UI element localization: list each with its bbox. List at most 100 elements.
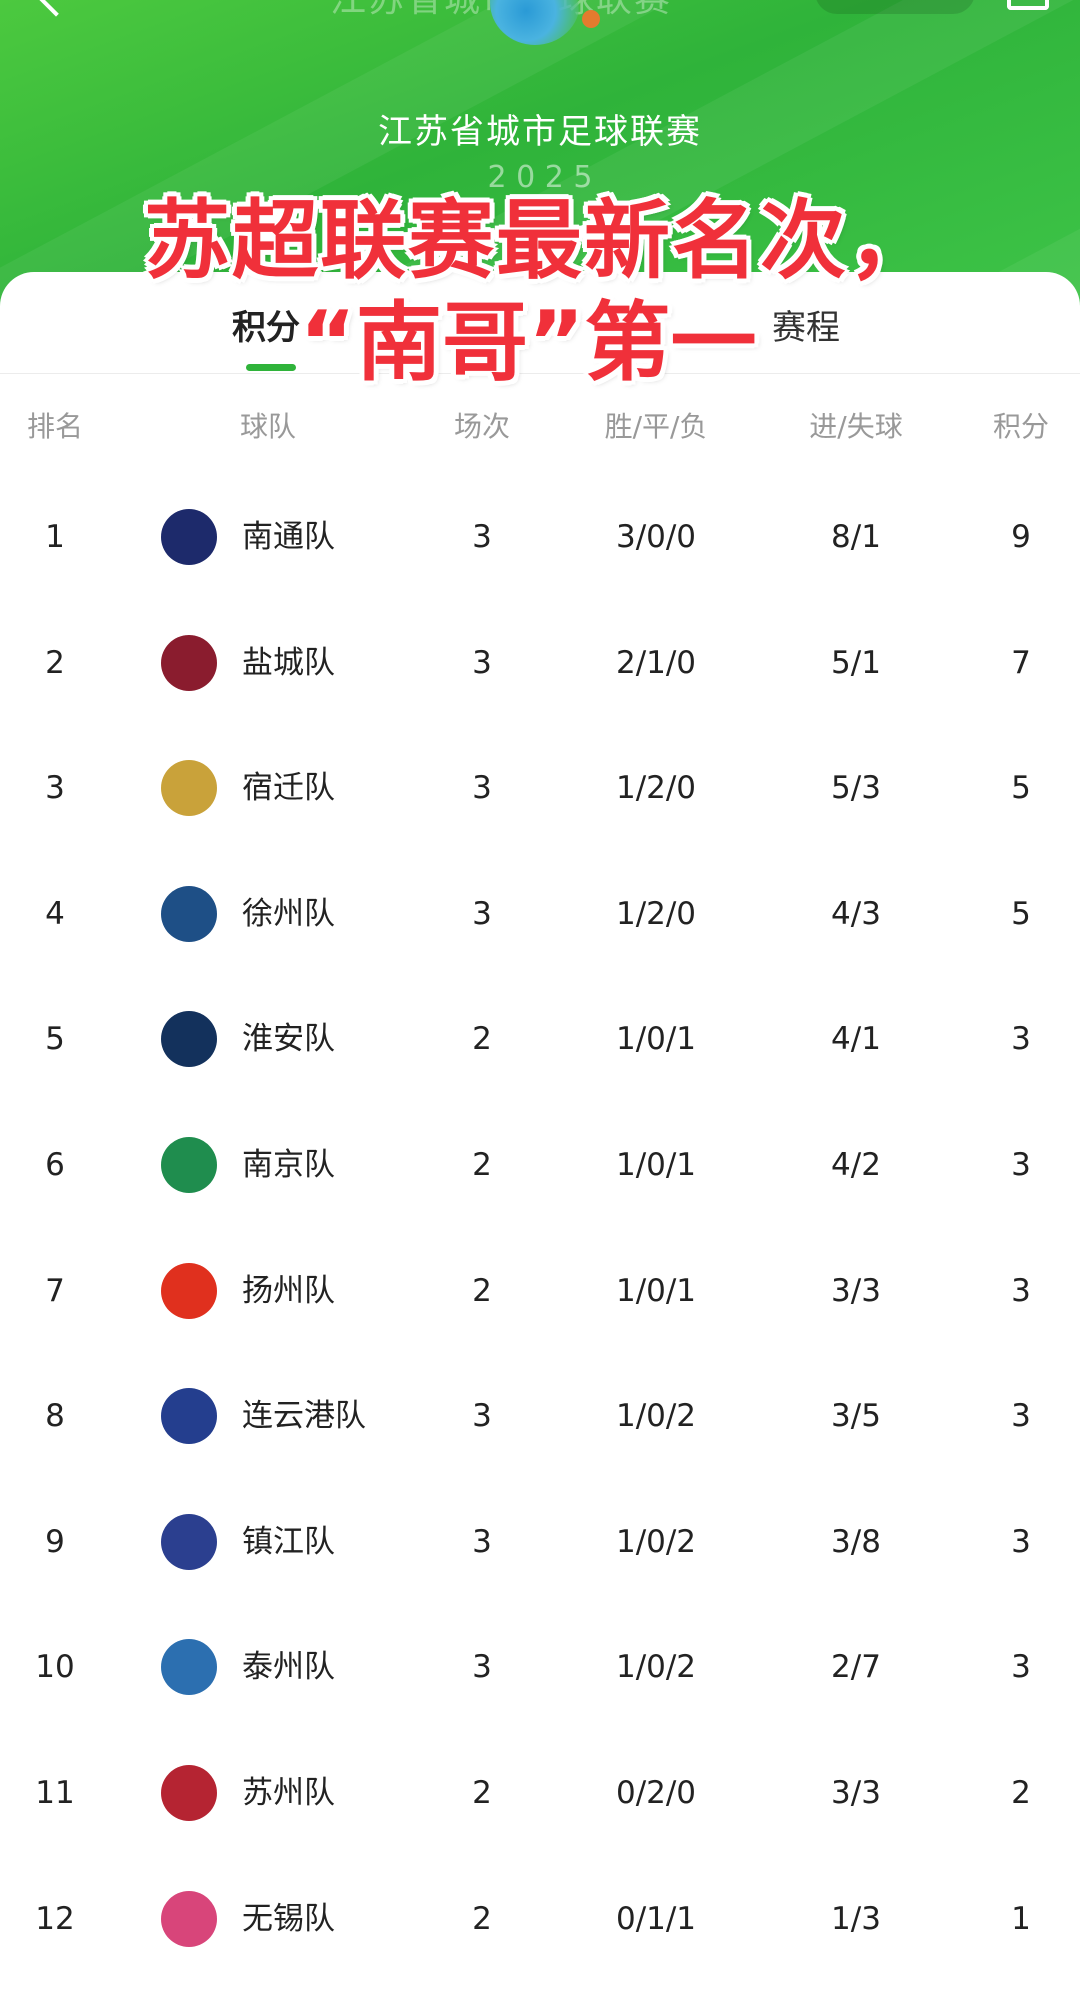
team-name[interactable]: 南通队 [242,519,335,555]
team-played: 2 [472,1147,492,1183]
column-points: 积分 [992,410,1050,443]
team-points: 9 [1011,519,1031,555]
team-name[interactable]: 苏州队 [242,1775,335,1811]
follow-button[interactable] [815,0,975,14]
team-points: 3 [1011,1021,1031,1058]
team-wdl: 1/0/2 [615,1649,697,1686]
team-rank: 3 [45,770,65,807]
column-goals: 进/失球 [809,410,903,443]
table-row[interactable]: 2 盐城队 3 2/1/0 5/1 7 [0,600,1080,726]
team-rank: 2 [45,644,65,681]
team-goals: 5/3 [831,770,881,807]
table-row[interactable]: 6 南京队 2 1/0/1 4/2 3 [0,1102,1080,1228]
column-wdl: 胜/平/负 [604,410,708,443]
taizhou-logo-icon [161,1639,217,1696]
table-row[interactable]: 12 无锡队 2 0/1/1 1/3 1 [0,1856,1080,1982]
table-row[interactable]: 4 徐州队 3 1/2/0 4/3 5 [0,851,1080,977]
table-row[interactable]: 10 泰州队 3 1/0/2 2/7 3 [0,1604,1080,1730]
team-wdl: 2/1/0 [615,644,697,681]
column-played: 场次 [453,410,511,443]
team-points: 5 [1011,895,1031,932]
team-name[interactable]: 无锡队 [242,1900,335,1937]
team-name[interactable]: 扬州队 [242,1272,335,1309]
team-wdl: 1/0/2 [615,1398,697,1435]
team-rank: 12 [35,1900,75,1937]
team-rank: 9 [45,1523,65,1560]
team-played: 3 [472,519,492,555]
table-row[interactable]: 11 苏州队 2 0/2/0 3/3 2 [0,1730,1080,1856]
team-played: 2 [472,1021,492,1058]
team-played: 3 [472,770,492,807]
team-rank: 5 [45,1021,65,1058]
team-wdl: 1/2/0 [615,895,697,932]
team-played: 3 [472,644,492,681]
table-row[interactable]: 5 淮安队 2 1/0/1 4/1 3 [0,976,1080,1102]
table-row[interactable]: 9 镇江队 3 1/0/2 3/8 3 [0,1479,1080,1605]
team-points: 3 [1011,1398,1031,1435]
team-points: 3 [1011,1649,1031,1686]
team-goals: 4/2 [831,1147,881,1183]
table-row[interactable]: 1 南通队 3 3/0/0 8/1 9 [0,474,1080,600]
team-rank: 6 [45,1147,65,1183]
table-row[interactable]: 7 扬州队 2 1/0/1 3/3 3 [0,1228,1080,1354]
team-played: 3 [472,1398,492,1435]
team-points: 7 [1011,644,1031,681]
team-name[interactable]: 盐城队 [242,644,335,681]
team-goals: 2/7 [831,1649,881,1686]
team-goals: 8/1 [831,519,881,555]
column-rank: 排名 [26,410,84,443]
team-name[interactable]: 南京队 [242,1147,335,1183]
team-goals: 3/3 [831,1272,881,1309]
nanjing-logo-icon [161,1137,217,1193]
huaian-logo-icon [161,1011,217,1068]
team-rank: 7 [45,1272,65,1309]
team-goals: 3/3 [831,1775,881,1811]
team-goals: 4/3 [831,895,881,932]
back-icon[interactable] [33,0,79,17]
table-row[interactable]: 3 宿迁队 3 1/2/0 5/3 5 [0,725,1080,851]
tab-standings[interactable]: 积分 [232,308,300,348]
share-icon[interactable] [1007,0,1049,10]
team-played: 3 [472,1523,492,1560]
team-played: 2 [472,1272,492,1309]
team-points: 3 [1011,1272,1031,1309]
team-name[interactable]: 镇江队 [242,1523,335,1560]
team-points: 1 [1011,1900,1031,1937]
team-rank: 8 [45,1398,65,1435]
tab-divider [0,373,1080,374]
team-name[interactable]: 宿迁队 [242,770,335,807]
team-played: 3 [472,1649,492,1686]
overlay-caption-line1: 苏超联赛最新名次， [144,191,936,291]
lianyungang-logo-icon [161,1388,217,1445]
table-header: 排名 球队 场次 胜/平/负 进/失球 积分 [0,405,1080,445]
team-name[interactable]: 淮安队 [242,1021,335,1058]
team-wdl: 3/0/0 [615,519,697,555]
team-wdl: 1/2/0 [615,770,697,807]
team-name[interactable]: 泰州队 [242,1649,335,1686]
team-wdl: 1/0/1 [615,1147,697,1183]
team-points: 5 [1011,770,1031,807]
tab-schedule[interactable]: 赛程 [772,308,840,348]
suqian-logo-icon [161,760,217,817]
team-wdl: 1/0/1 [615,1021,697,1058]
zhenjiang-logo-icon [161,1513,217,1570]
team-name[interactable]: 连云港队 [242,1398,366,1435]
team-rank: 10 [35,1649,75,1686]
team-points: 2 [1011,1775,1031,1811]
team-name[interactable]: 徐州队 [242,895,335,932]
team-wdl: 0/1/1 [615,1900,697,1937]
team-wdl: 1/0/1 [615,1272,697,1309]
team-goals: 4/1 [831,1021,881,1058]
table-row[interactable]: 8 连云港队 3 1/0/2 3/5 3 [0,1353,1080,1479]
team-rank: 1 [45,519,65,555]
app-header: 江苏省城市足球联赛 江苏省城市足球联赛 2 0 2 5 [0,0,1080,320]
yangzhou-logo-icon [161,1262,217,1319]
team-wdl: 0/2/0 [615,1775,697,1811]
league-subtitle: 2 0 2 5 [487,160,593,195]
team-goals: 3/5 [831,1398,881,1435]
team-played: 3 [472,895,492,932]
team-goals: 1/3 [831,1900,881,1937]
team-goals: 5/1 [831,644,881,681]
team-played: 2 [472,1775,492,1811]
active-tab-indicator [246,364,296,371]
